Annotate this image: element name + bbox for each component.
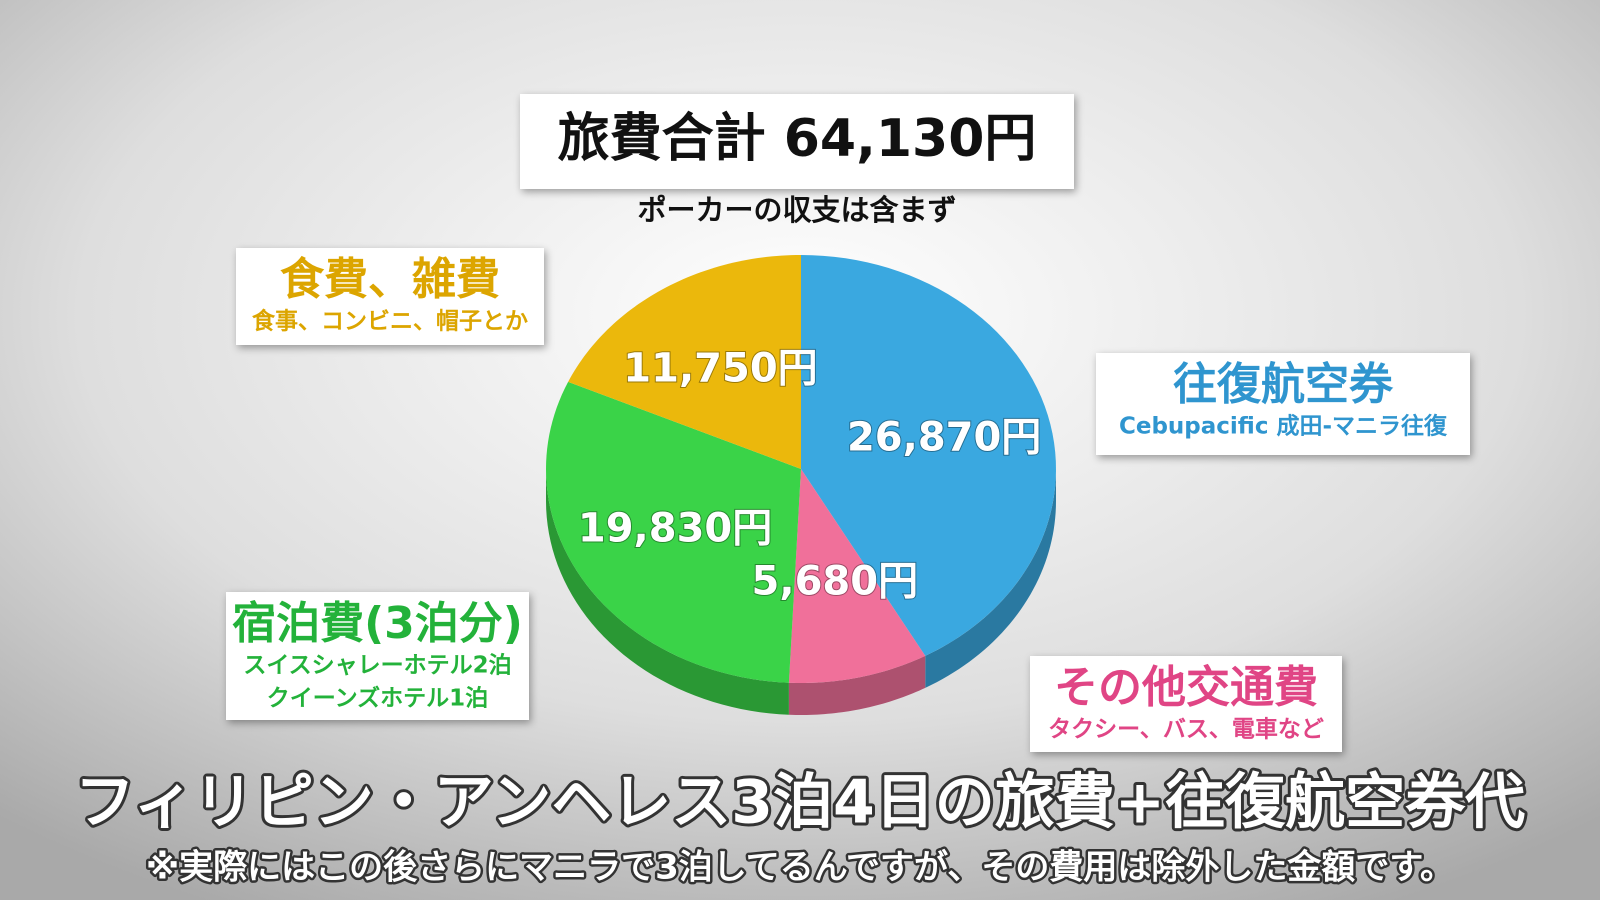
category-label: 食費、雑費 (280, 254, 500, 305)
slice-side (925, 469, 1056, 688)
slice-side (788, 655, 926, 715)
slice (568, 255, 801, 469)
value-label: 26,870円 (847, 414, 1041, 460)
slice-top (788, 469, 926, 683)
slice (788, 469, 926, 715)
category-description: タクシー、バス、電車など (1048, 717, 1324, 743)
label-box (1096, 353, 1470, 455)
label-box (1030, 656, 1342, 752)
slice-top (568, 255, 801, 469)
category-description: クイーンズホテル1泊 (267, 685, 488, 712)
category-label: 往復航空券 (1173, 359, 1394, 410)
chart-subtitle: ポーカーの収支は含まず (637, 193, 956, 227)
slice (546, 381, 801, 715)
value-label: 5,680円 (752, 559, 919, 605)
slice-side (546, 469, 789, 715)
category-label: 宿泊費(3泊分) (232, 598, 523, 649)
category-description: Cebupacific 成田-マニラ往復 (1119, 413, 1448, 440)
chart-title: 旅費合計 64,130円 (558, 109, 1037, 169)
caption: フィリピン・アンヘレス3泊4日の旅費+往復航空券代 (75, 768, 1525, 838)
slice-top (546, 381, 801, 683)
pie: 26,870円 5,680円 19,830円 11,750円 (546, 255, 1056, 715)
title-box (520, 94, 1074, 189)
value-label: 19,830円 (578, 506, 772, 552)
category-description: スイスシャレーホテル2泊 (243, 653, 511, 679)
label-box (226, 592, 529, 720)
value-label: 11,750円 (623, 345, 817, 391)
category-label: その他交通費 (1054, 662, 1318, 713)
category-description: 食事、コンビニ、帽子とか (252, 308, 528, 335)
note: ※実際にはこの後さらにマニラで3泊してるんですが、その費用は除外した金額です。 (146, 848, 1454, 888)
slice-top (801, 255, 1056, 656)
slice (801, 255, 1056, 688)
labels: 往復航空券 Cebupacific 成田-マニラ往復その他交通費タクシー、バス、電… (226, 248, 1470, 752)
label-box (236, 248, 544, 345)
